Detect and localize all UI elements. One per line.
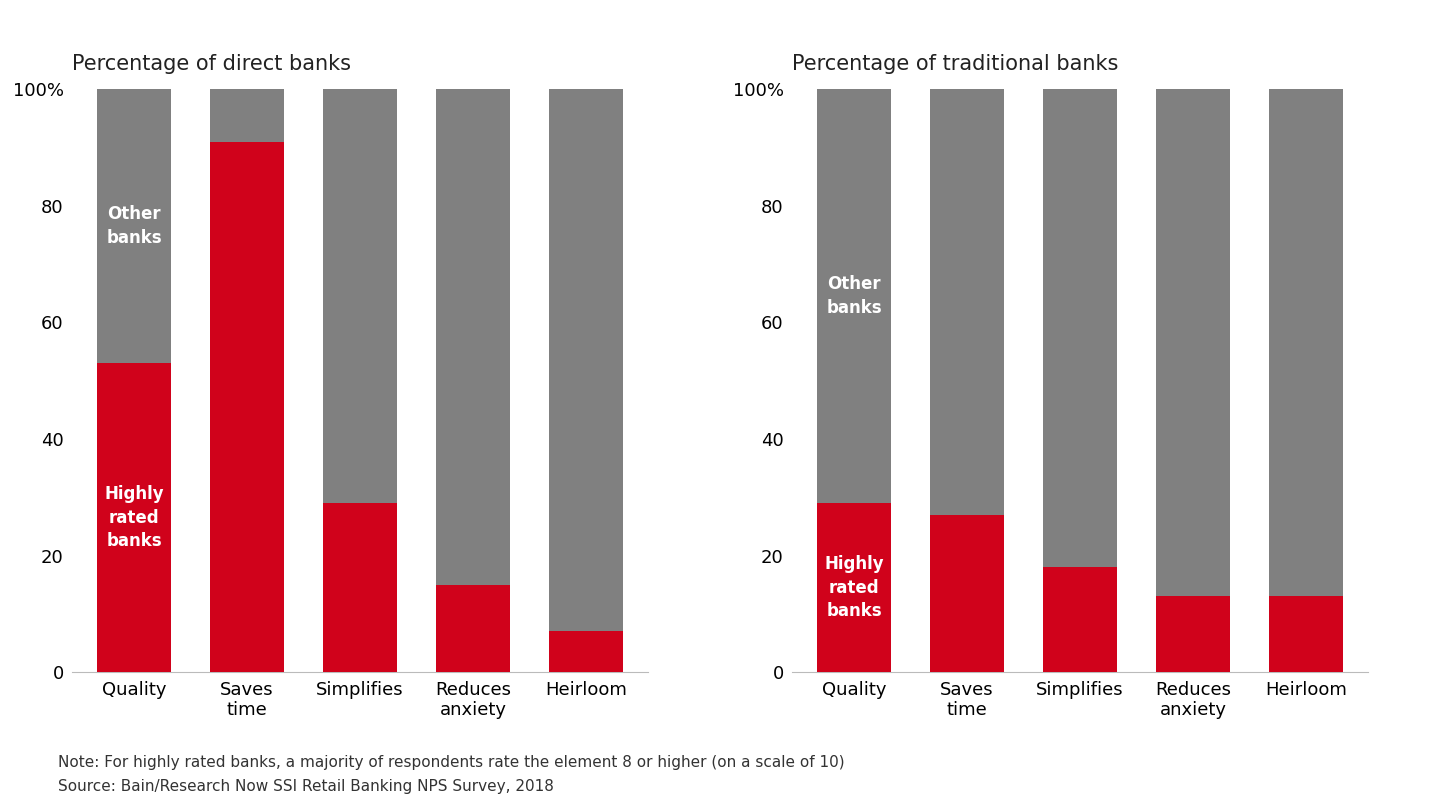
Bar xyxy=(818,89,891,503)
Bar xyxy=(210,142,284,672)
Text: Percentage of direct banks: Percentage of direct banks xyxy=(72,53,351,74)
Text: Other
banks: Other banks xyxy=(827,275,881,317)
Bar xyxy=(549,89,622,632)
Bar xyxy=(930,515,1004,672)
Bar xyxy=(210,89,284,142)
Bar xyxy=(1269,89,1342,596)
Bar xyxy=(98,363,171,672)
Text: Other
banks: Other banks xyxy=(107,206,161,247)
Text: Note: For highly rated banks, a majority of respondents rate the element 8 or hi: Note: For highly rated banks, a majority… xyxy=(58,756,844,794)
Bar xyxy=(1044,567,1116,672)
Bar xyxy=(436,89,510,585)
Bar xyxy=(1156,89,1230,596)
Text: Percentage of traditional banks: Percentage of traditional banks xyxy=(792,53,1119,74)
Bar xyxy=(324,89,396,503)
Bar xyxy=(436,585,510,672)
Bar xyxy=(98,89,171,363)
Text: Highly
rated
banks: Highly rated banks xyxy=(824,555,884,620)
Bar xyxy=(1156,596,1230,672)
Bar xyxy=(930,89,1004,515)
Text: Highly
rated
banks: Highly rated banks xyxy=(104,485,164,550)
Bar xyxy=(1044,89,1116,567)
Bar xyxy=(549,632,622,672)
Bar xyxy=(324,503,396,672)
Bar xyxy=(818,503,891,672)
Bar xyxy=(1269,596,1342,672)
